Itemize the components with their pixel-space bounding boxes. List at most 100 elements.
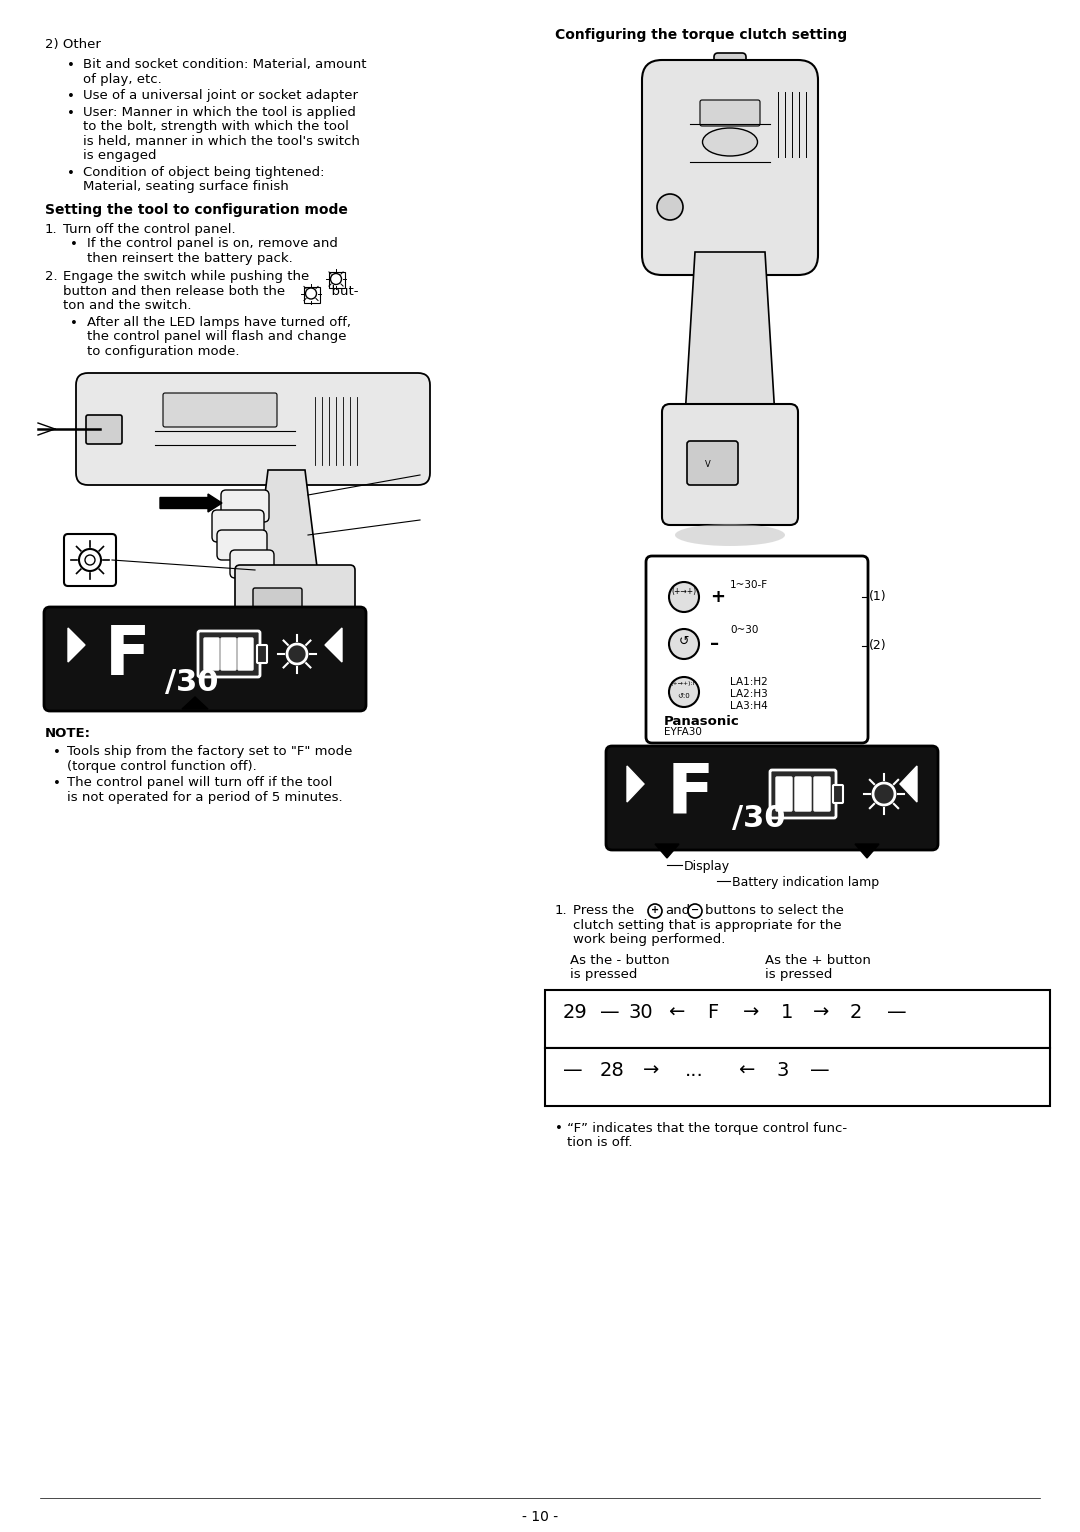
Text: 2) Other: 2) Other — [45, 38, 100, 51]
FancyBboxPatch shape — [646, 556, 868, 743]
Polygon shape — [255, 470, 318, 574]
Text: Engage the switch while pushing the: Engage the switch while pushing the — [63, 270, 309, 283]
FancyBboxPatch shape — [777, 777, 792, 810]
Circle shape — [287, 643, 307, 663]
Circle shape — [873, 783, 895, 804]
Text: 1~30-F: 1~30-F — [730, 581, 768, 590]
Text: NOTE:: NOTE: — [45, 728, 91, 740]
Text: Setting the tool to configuration mode: Setting the tool to configuration mode — [45, 202, 348, 216]
Text: the control panel will flash and change: the control panel will flash and change — [87, 329, 347, 343]
Text: As the + button: As the + button — [765, 953, 870, 967]
Polygon shape — [183, 697, 208, 709]
Text: is pressed: is pressed — [765, 968, 833, 980]
Text: 29: 29 — [563, 1003, 588, 1022]
FancyBboxPatch shape — [687, 441, 738, 486]
FancyBboxPatch shape — [770, 771, 836, 818]
Polygon shape — [627, 766, 644, 801]
Text: to configuration mode.: to configuration mode. — [87, 345, 240, 357]
Text: is pressed: is pressed — [570, 968, 637, 980]
Text: - 10 -: - 10 - — [522, 1511, 558, 1524]
Ellipse shape — [702, 129, 757, 156]
FancyBboxPatch shape — [642, 60, 818, 276]
FancyBboxPatch shape — [714, 54, 746, 90]
Circle shape — [669, 582, 699, 611]
Polygon shape — [68, 628, 85, 662]
Text: of play, etc.: of play, etc. — [83, 72, 162, 86]
Text: /30: /30 — [732, 804, 785, 833]
Text: (+→+): (+→+) — [672, 587, 697, 596]
Text: tion is off.: tion is off. — [567, 1137, 633, 1149]
Text: F: F — [707, 1003, 718, 1022]
Text: →: → — [813, 1003, 829, 1022]
FancyBboxPatch shape — [662, 404, 798, 525]
Text: work being performed.: work being performed. — [573, 933, 726, 945]
Text: button and then release both the: button and then release both the — [63, 285, 285, 297]
Text: •: • — [67, 107, 75, 119]
FancyBboxPatch shape — [545, 1048, 1050, 1106]
Circle shape — [669, 630, 699, 659]
Text: −: − — [691, 905, 699, 915]
Text: (1): (1) — [869, 590, 887, 604]
Text: –: – — [710, 634, 719, 653]
Text: —: — — [563, 1062, 582, 1080]
Text: Press the: Press the — [573, 904, 634, 918]
Text: —: — — [887, 1003, 906, 1022]
FancyBboxPatch shape — [833, 784, 843, 803]
Text: Bit and socket condition: Material, amount: Bit and socket condition: Material, amou… — [83, 58, 366, 70]
FancyBboxPatch shape — [221, 490, 269, 522]
Text: EYFA30: EYFA30 — [664, 728, 702, 737]
Circle shape — [79, 548, 102, 571]
Text: (+→+):F: (+→+):F — [671, 682, 697, 686]
FancyBboxPatch shape — [76, 372, 430, 486]
Text: ↺:0: ↺:0 — [677, 692, 690, 699]
Text: to the bolt, strength with which the tool: to the bolt, strength with which the too… — [83, 119, 349, 133]
Polygon shape — [900, 766, 917, 801]
FancyBboxPatch shape — [545, 990, 1050, 1048]
Text: •: • — [67, 60, 75, 72]
Text: F: F — [105, 624, 150, 689]
FancyBboxPatch shape — [198, 631, 260, 677]
Text: 30: 30 — [627, 1003, 652, 1022]
Text: LA3:H4: LA3:H4 — [730, 702, 768, 711]
Text: ←: ← — [669, 1003, 685, 1022]
Text: Material, seating surface finish: Material, seating surface finish — [83, 179, 288, 193]
FancyBboxPatch shape — [64, 535, 116, 587]
Text: Tools ship from the factory set to "F" mode: Tools ship from the factory set to "F" m… — [67, 745, 352, 758]
Text: Use of a universal joint or socket adapter: Use of a universal joint or socket adapt… — [83, 89, 357, 103]
Text: —: — — [810, 1062, 829, 1080]
Text: 1: 1 — [781, 1003, 794, 1022]
FancyArrow shape — [160, 493, 222, 512]
FancyBboxPatch shape — [212, 510, 264, 542]
Polygon shape — [325, 628, 342, 662]
Text: Turn off the control panel.: Turn off the control panel. — [63, 222, 235, 236]
Text: V: V — [705, 460, 711, 469]
Text: (torque control function off).: (torque control function off). — [67, 760, 257, 772]
Circle shape — [688, 904, 702, 918]
Text: 3: 3 — [777, 1062, 789, 1080]
FancyBboxPatch shape — [163, 394, 276, 427]
Text: +: + — [651, 905, 659, 915]
Text: The control panel will turn off if the tool: The control panel will turn off if the t… — [67, 777, 333, 789]
Ellipse shape — [675, 524, 785, 545]
FancyBboxPatch shape — [700, 100, 760, 126]
Text: /30: /30 — [165, 668, 218, 697]
Text: • “F” indicates that the torque control func-: • “F” indicates that the torque control … — [555, 1121, 847, 1135]
Polygon shape — [654, 844, 679, 858]
Text: LA2:H3: LA2:H3 — [730, 689, 768, 699]
Text: User: Manner in which the tool is applied: User: Manner in which the tool is applie… — [83, 106, 356, 118]
Text: but-: but- — [323, 285, 359, 297]
Text: 0~30: 0~30 — [730, 625, 758, 634]
FancyBboxPatch shape — [795, 777, 811, 810]
FancyBboxPatch shape — [235, 565, 355, 640]
Text: 28: 28 — [600, 1062, 624, 1080]
Text: •: • — [70, 317, 78, 329]
Text: Battery indication lamp: Battery indication lamp — [732, 876, 879, 889]
FancyBboxPatch shape — [238, 637, 253, 669]
Text: is not operated for a period of 5 minutes.: is not operated for a period of 5 minute… — [67, 791, 342, 803]
Text: Display: Display — [684, 859, 730, 873]
Text: and: and — [665, 904, 690, 918]
FancyBboxPatch shape — [814, 777, 831, 810]
FancyBboxPatch shape — [606, 746, 939, 850]
Text: ton and the switch.: ton and the switch. — [63, 299, 191, 313]
Text: If the control panel is on, remove and: If the control panel is on, remove and — [87, 237, 338, 250]
